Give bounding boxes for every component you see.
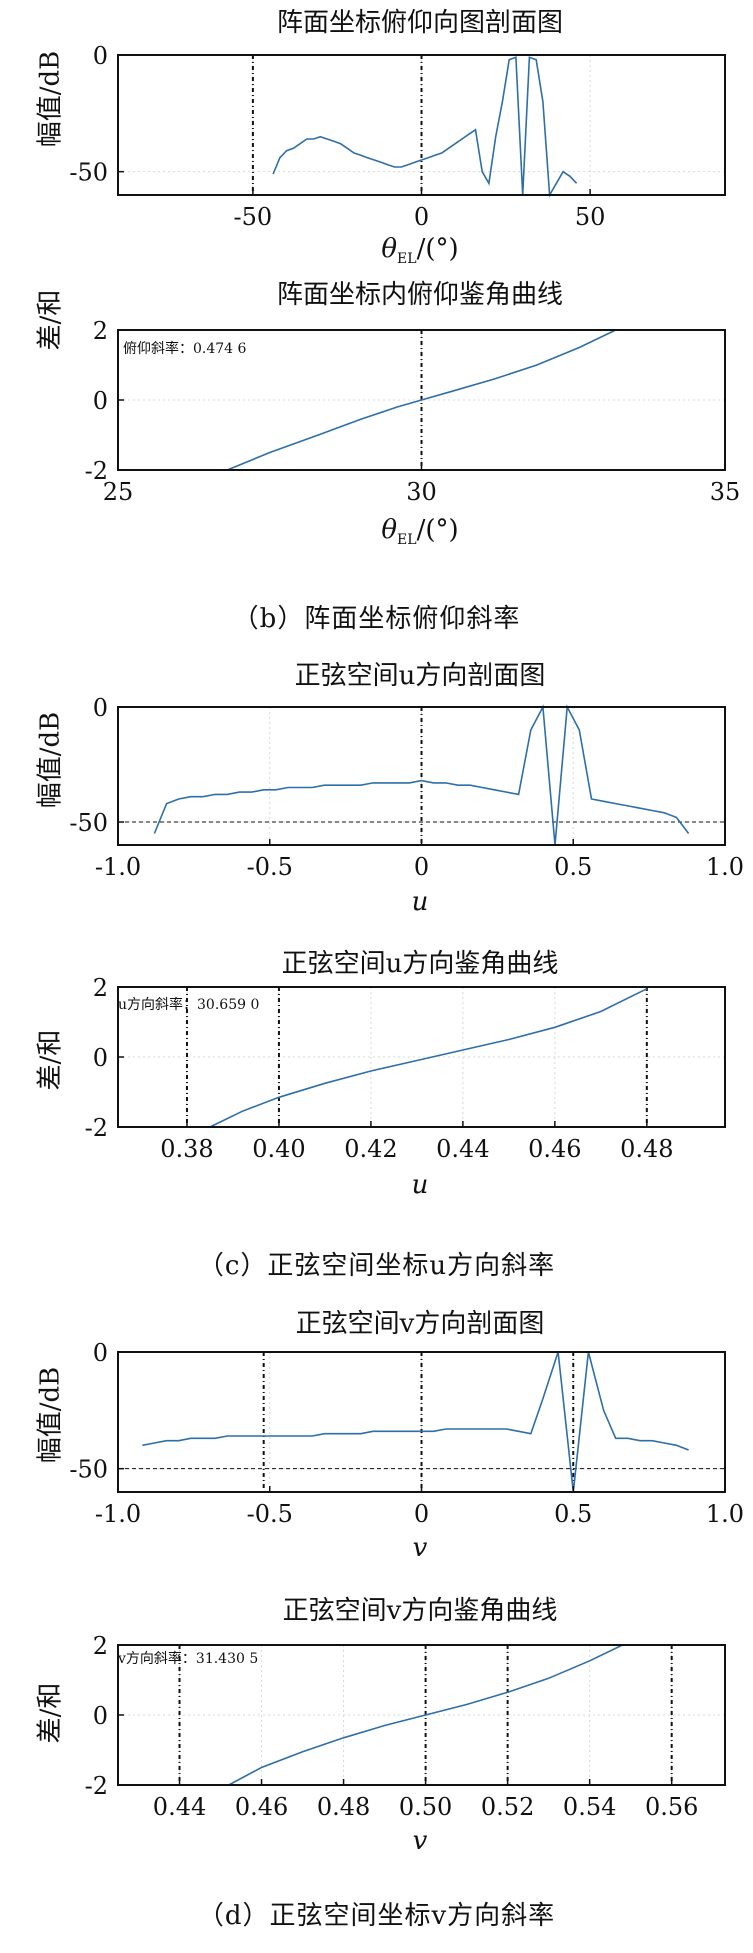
x-tick-label: 30 [406,478,437,506]
x-tick-label: 1.0 [706,1500,744,1528]
y-axis-label: 差/和 [35,1682,66,1744]
slope-annotation: v方向斜率：31.430 5 [118,1651,259,1667]
y-axis-label: 幅值/dB [35,1366,66,1464]
chart-title: 正弦空间u方向鉴角曲线 [281,949,559,979]
chart-title: 正弦空间v方向剖面图 [295,1309,545,1339]
x-axis-label: θEL/(°) [381,234,459,268]
chart-plot: 25 30 35 2 0 -2 [85,317,741,506]
y-tick-label: -50 [69,1456,108,1484]
caption-d: （d）正弦空间坐标v方向斜率 [197,1901,556,1931]
series-line [226,329,617,471]
chart-elevation-profile: 阵面坐标俯仰向图剖面图 -50 0 50 0 -50 幅值/dB θEL/(°) [0,0,753,280]
slope-annotation: u方向斜率：30.659 0 [118,997,260,1013]
y-axis-label: 幅值/dB [35,711,66,809]
series-line [142,1351,689,1493]
x-tick-label: 35 [710,478,741,506]
x-tick-label: 0.48 [620,1135,673,1163]
y-tick-label: -50 [69,159,108,187]
x-tick-label: 0.48 [317,1793,370,1821]
x-tick-label: 50 [575,203,606,231]
x-axis-label: u [411,1170,429,1200]
x-tick-label: 0.38 [160,1135,213,1163]
x-tick-label: 25 [103,478,134,506]
y-axis-label: 差/和 [35,1029,66,1091]
x-tick-label: 0.46 [235,1793,288,1821]
y-tick-label: 0 [93,1044,108,1072]
y-tick-label: 0 [93,694,108,722]
x-tick-label: -0.5 [247,853,293,881]
y-tick-label: -2 [85,1114,108,1142]
y-tick-label: 0 [93,1339,108,1367]
x-tick-label: -1.0 [95,1500,141,1528]
chart-plot: -50 0 50 0 -50 [69,42,726,231]
x-tick-label: 0.44 [153,1793,206,1821]
x-tick-label: -0.5 [247,1500,293,1528]
y-tick-label: -50 [69,809,108,837]
chart-plot: 0.44 0.46 0.48 0.50 0.52 0.54 0.56 2 0 -2 [85,1632,726,1821]
x-axis-label: u [411,887,429,917]
y-tick-label: -2 [85,1772,108,1800]
x-tick-label: 0.46 [528,1135,581,1163]
x-tick-label: -1.0 [95,853,141,881]
x-tick-label: 0.5 [554,1500,592,1528]
x-tick-label: 1.0 [706,853,744,881]
y-axis-label: 幅值/dB [35,50,66,148]
y-tick-label: 2 [93,317,108,345]
chart-plot: 0.38 0.40 0.42 0.44 0.46 0.48 2 0 -2 [85,974,726,1163]
chart-title: 阵面坐标俯仰向图剖面图 [276,8,564,38]
series-line [272,56,578,198]
chart-title: 正弦空间v方向鉴角曲线 [282,1596,558,1626]
x-tick-label: 0 [414,1500,429,1528]
x-tick-label: -50 [234,203,273,231]
chart-title: 阵面坐标内俯仰鉴角曲线 [276,280,564,310]
chart-plot: -1.0 -0.5 0 0.5 1.0 0 -50 [69,1339,744,1528]
chart-elevation-discriminator: 阵面坐标内俯仰鉴角曲线 25 30 35 2 0 -2 差/和 俯仰斜率：0.474 6 … [0,280,753,570]
caption-b: （b）阵面坐标俯仰斜率 [232,604,521,634]
y-axis-label: 差/和 [35,289,66,351]
series-line [228,1644,623,1786]
y-tick-label: 2 [93,1632,108,1660]
slope-annotation: 俯仰斜率：0.474 6 [123,341,247,357]
series-line [153,704,690,846]
x-tick-label: 0.52 [481,1793,534,1821]
y-tick-label: 2 [93,974,108,1002]
series-line [209,988,648,1128]
x-tick-label: 0.5 [554,853,592,881]
chart-v-profile: 正弦空间v方向剖面图 -1.0 -0.5 0 0.5 1.0 0 -50 幅值/dB v [0,1305,753,1590]
y-tick-label: 0 [93,1702,108,1730]
x-axis-label: v [412,1826,428,1856]
x-tick-label: 0.40 [252,1135,305,1163]
caption-c: （c）正弦空间坐标u方向斜率 [197,1251,556,1281]
x-tick-label: 0.54 [563,1793,616,1821]
x-tick-label: 0.42 [344,1135,397,1163]
x-axis-label: θEL/(°) [381,515,459,549]
x-tick-label: 0.44 [436,1135,489,1163]
y-tick-label: 0 [93,387,108,415]
chart-u-profile: 正弦空间u方向剖面图 -1.0 -0.5 0 0.5 1.0 0 -50 幅值/dB u [0,655,753,940]
x-tick-label: 0 [414,853,429,881]
x-tick-label: 0.50 [399,1793,452,1821]
y-tick-label: -2 [85,457,108,485]
y-tick-label: 0 [93,42,108,70]
chart-title: 正弦空间u方向剖面图 [294,661,546,691]
chart-v-discriminator: 正弦空间v方向鉴角曲线 0.44 0.46 0.48 0.50 0.52 0.54 0.56… [0,1590,753,1875]
x-tick-label: 0 [414,203,429,231]
x-axis-label: v [412,1533,428,1563]
x-tick-label: 0.56 [645,1793,698,1821]
chart-u-discriminator: 正弦空间u方向鉴角曲线 0.38 0.40 0.42 0.44 0.46 0.48 2 0 -2… [0,945,753,1225]
chart-plot: -1.0 -0.5 0 0.5 1.0 0 -50 [69,694,744,881]
